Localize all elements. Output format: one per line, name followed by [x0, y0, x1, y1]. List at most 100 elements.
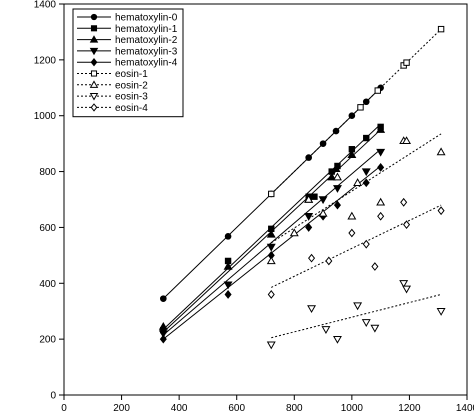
- fit-line-eosin-4: [271, 204, 442, 288]
- y-tick-label: 0: [50, 391, 56, 402]
- data-point-eosin-4: [348, 228, 356, 238]
- data-point-hematoxylin-0: [160, 295, 167, 302]
- data-point-eosin-4: [308, 253, 316, 263]
- data-point-eosin-4: [377, 211, 385, 221]
- data-point-hematoxylin-3: [318, 196, 328, 205]
- legend-marker-hematoxylin-1: [90, 25, 98, 32]
- data-point-eosin-4: [267, 290, 275, 299]
- data-point-eosin-4: [325, 256, 333, 266]
- plot-frame: [63, 3, 468, 396]
- data-point-hematoxylin-4: [159, 334, 167, 344]
- legend-marker-hematoxylin-2: [89, 35, 99, 43]
- x-tick-label: 400: [171, 403, 188, 414]
- data-point-hematoxylin-3: [361, 168, 371, 177]
- legend: hematoxylin-0hematoxylin-1hematoxylin-2h…: [72, 8, 184, 118]
- data-point-hematoxylin-4: [333, 200, 341, 210]
- data-point-eosin-3: [353, 302, 363, 311]
- data-point-eosin-4: [437, 206, 445, 216]
- data-point-eosin-2: [266, 256, 276, 265]
- x-tick-label: 600: [228, 403, 245, 414]
- data-point-hematoxylin-4: [362, 178, 370, 188]
- data-point-eosin-1: [268, 190, 275, 198]
- x-tick-label: 1400: [456, 403, 474, 414]
- data-point-eosin-2: [333, 172, 342, 181]
- y-tick-label: 1400: [34, 0, 57, 11]
- data-point-hematoxylin-4: [224, 290, 232, 299]
- fit-line-eosin-1: [270, 28, 442, 195]
- legend-label-eosin-3: eosin-3: [115, 92, 148, 103]
- data-point-eosin-3: [266, 341, 276, 350]
- data-point-eosin-3: [321, 326, 331, 334]
- data-point-eosin-2: [318, 208, 328, 217]
- data-point-hematoxylin-0: [362, 98, 370, 106]
- data-point-eosin-2: [436, 147, 446, 156]
- data-point-eosin-2: [402, 136, 412, 145]
- legend-label-eosin-2: eosin-2: [115, 80, 148, 91]
- x-tick-label: 1000: [341, 403, 364, 414]
- fit-line-eosin-3: [271, 293, 442, 339]
- data-point-eosin-3: [402, 285, 412, 294]
- data-point-hematoxylin-4: [305, 223, 313, 232]
- data-point-hematoxylin-0: [319, 140, 327, 147]
- x-tick-label: 200: [113, 403, 130, 414]
- data-point-eosin-1: [403, 59, 410, 66]
- data-point-hematoxylin-0: [332, 127, 340, 135]
- legend-marker-hematoxylin-4: [90, 57, 98, 67]
- y-tick-label: 600: [39, 223, 56, 234]
- x-tick-label: 1200: [398, 403, 421, 414]
- legend-label-hematoxylin-0: hematoxylin-0: [115, 13, 178, 24]
- data-point-hematoxylin-3: [304, 213, 314, 221]
- x-tick-label: 800: [286, 403, 303, 414]
- data-point-hematoxylin-2: [327, 172, 337, 181]
- data-point-eosin-4: [371, 262, 379, 271]
- data-point-hematoxylin-3: [266, 243, 276, 252]
- y-tick-label: 200: [39, 335, 56, 346]
- legend-label-hematoxylin-4: hematoxylin-4: [115, 58, 178, 69]
- legend-marker-eosin-2: [89, 80, 99, 88]
- data-point-hematoxylin-3: [376, 148, 386, 157]
- data-point-hematoxylin-2: [331, 164, 341, 172]
- data-point-eosin-3: [436, 308, 446, 316]
- data-point-hematoxylin-3: [333, 185, 342, 193]
- data-point-hematoxylin-1: [311, 193, 318, 200]
- data-point-eosin-2: [353, 178, 363, 186]
- legend-label-hematoxylin-3: hematoxylin-3: [115, 46, 178, 57]
- data-point-eosin-1: [357, 104, 364, 111]
- y-tick-label: 800: [39, 167, 56, 178]
- data-point-eosin-3: [399, 280, 409, 288]
- legend-marker-eosin-1: [90, 70, 98, 77]
- data-point-eosin-4: [362, 239, 370, 249]
- x-tick-label: 0: [61, 403, 67, 414]
- data-point-hematoxylin-3: [158, 330, 168, 339]
- data-point-hematoxylin-2: [158, 321, 168, 330]
- y-tick-label: 1000: [34, 111, 57, 122]
- data-point-eosin-1: [437, 25, 445, 33]
- data-point-eosin-4: [400, 197, 408, 207]
- axes: 0 200 400 600 800 1000 1200 1400 0 200 400 600 800 10…: [34, 0, 474, 414]
- legend-marker-eosin-3: [89, 93, 99, 101]
- data-point-hematoxylin-0: [305, 154, 312, 161]
- fit-lines: [162, 28, 442, 340]
- data-point-eosin-2: [376, 197, 386, 206]
- data-point-eosin-3: [333, 335, 342, 344]
- fit-line-eosin-2: [270, 133, 442, 244]
- y-tick-label: 1200: [34, 55, 57, 66]
- data-point-hematoxylin-0: [224, 233, 232, 240]
- data-point-hematoxylin-2: [266, 229, 276, 238]
- legend-label-eosin-4: eosin-4: [115, 103, 148, 114]
- data-point-eosin-3: [307, 305, 317, 314]
- data-points: [158, 25, 446, 350]
- data-point-hematoxylin-4: [377, 162, 385, 172]
- data-point-eosin-2: [304, 194, 314, 203]
- legend-label-hematoxylin-1: hematoxylin-1: [115, 24, 178, 35]
- data-point-hematoxylin-2: [223, 261, 233, 270]
- data-point-eosin-3: [361, 319, 371, 327]
- legend-marker-hematoxylin-3: [89, 47, 99, 56]
- legend-label-eosin-1: eosin-1: [115, 69, 148, 80]
- data-point-eosin-4: [403, 220, 411, 230]
- legend-marker-eosin-4: [90, 103, 98, 112]
- data-point-eosin-2: [347, 211, 357, 220]
- legend-label-hematoxylin-2: hematoxylin-2: [115, 35, 178, 46]
- data-point-hematoxylin-1: [363, 134, 370, 142]
